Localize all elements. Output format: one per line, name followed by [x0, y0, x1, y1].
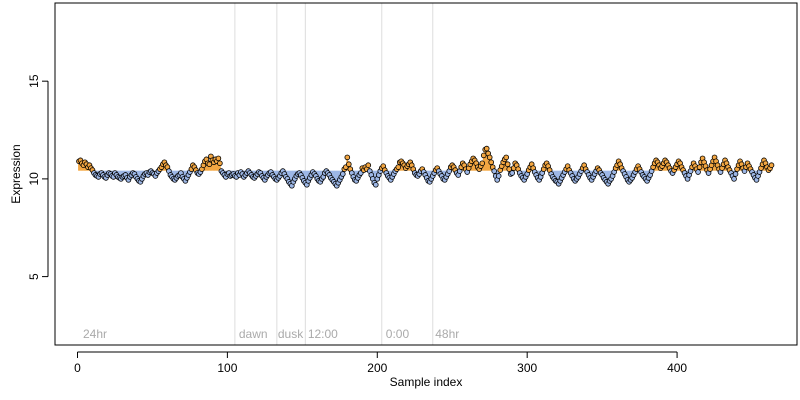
data-point-289 [509, 170, 515, 176]
deviation-bar-171 [334, 170, 337, 184]
x-tick-label-3: 300 [517, 361, 537, 375]
deviation-bar-94 [218, 163, 221, 171]
deviation-bar-353 [607, 170, 610, 184]
x-tick-label-2: 200 [367, 361, 387, 375]
deviation-bar-173 [337, 170, 340, 183]
data-point-87 [206, 161, 213, 168]
x-tick-label-0: 0 [74, 361, 81, 375]
deviation-bar-172 [335, 170, 338, 186]
deviation-bar-352 [605, 170, 608, 182]
deviation-bar-89 [211, 160, 214, 171]
deviation-bar-27 [118, 170, 121, 178]
deviation-bar-41 [139, 170, 142, 182]
annotation-label-2: dusk [278, 327, 304, 341]
deviation-bar-331 [574, 170, 577, 181]
deviation-bar-368 [629, 170, 632, 180]
data-point-275 [488, 159, 495, 166]
data-point-198 [372, 181, 379, 188]
data-point-413 [695, 169, 701, 175]
deviation-bar-141 [289, 170, 292, 184]
deviation-bar-151 [304, 170, 307, 183]
data-point-285 [503, 154, 509, 161]
y-tick-label-2: 15 [27, 74, 41, 88]
deviation-bar-351 [604, 170, 607, 180]
deviation-bar-0 [78, 161, 80, 171]
annotation-label-1: dawn [239, 327, 268, 341]
deviation-bar-271 [484, 149, 487, 171]
deviation-bar-143 [292, 170, 295, 182]
deviation-bar-160 [317, 170, 320, 181]
data-point-274 [486, 154, 493, 161]
data-point-269 [479, 160, 486, 167]
deviation-bar-234 [428, 170, 431, 182]
x-axis: 0 100 200 300 400 [74, 351, 687, 375]
deviation-bar-354 [608, 170, 611, 181]
deviation-bar-64 [174, 170, 176, 180]
data-point-94 [217, 160, 223, 167]
data-point-414 [696, 164, 703, 170]
annotation-label-4: 0:00 [386, 327, 410, 341]
deviation-bar-319 [556, 170, 559, 182]
deviation-bar-263 [472, 158, 475, 171]
data-point-270 [480, 152, 487, 159]
deviation-bar-152 [305, 170, 308, 185]
deviation-bar-92 [215, 161, 218, 171]
deviation-bar-273 [487, 153, 490, 171]
data-point-180 [346, 161, 352, 168]
data-point-193 [365, 162, 372, 169]
deviation-bar-140 [287, 170, 290, 182]
data-points [76, 145, 775, 189]
data-point-93 [215, 155, 222, 162]
deviation-bar-367 [628, 170, 631, 182]
deviation-bar-87 [208, 164, 211, 171]
data-point-438 [732, 171, 739, 177]
deviation-bar-90 [212, 162, 215, 171]
data-point-462 [768, 162, 775, 169]
x-axis-label: Sample index [390, 375, 463, 389]
deviation-bar-86 [206, 163, 209, 171]
y-axis-label: Expression [9, 144, 23, 203]
data-point-213 [395, 164, 402, 170]
deviation-bar-318 [554, 170, 557, 181]
deviation-bar-169 [331, 170, 334, 180]
deviation-bar-424 [713, 157, 716, 171]
y-tick-label-0: 5 [27, 273, 41, 280]
data-point-277 [491, 168, 498, 174]
data-point-280 [495, 173, 502, 179]
data-point-176 [340, 171, 346, 177]
deviation-bar-215 [400, 161, 403, 171]
annotation-label-0: 24hr [83, 327, 107, 341]
annotations: 24hr dawn dusk 12:00 0:00 48hr [83, 327, 459, 341]
data-point-272 [483, 145, 490, 152]
x-tick-label-4: 400 [667, 361, 687, 375]
deviation-bar-272 [485, 148, 488, 171]
deviation-bar-320 [557, 170, 560, 184]
y-tick-label-1: 10 [27, 172, 41, 186]
deviation-bar-161 [319, 170, 322, 182]
deviation-bar-40 [138, 170, 140, 181]
deviation-bar-91 [214, 159, 217, 171]
data-point-179 [344, 154, 351, 161]
deviation-bar-142 [290, 170, 293, 186]
deviation-bar-170 [332, 170, 335, 182]
deviation-bar-132 [275, 170, 278, 180]
x-tick-label-1: 100 [217, 361, 237, 375]
data-point-437 [731, 176, 737, 182]
deviation-bar-284 [503, 159, 506, 171]
annotation-label-3: 12:00 [308, 327, 338, 341]
plot-frame [54, 2, 798, 346]
annotation-label-5: 48hr [435, 327, 459, 341]
y-axis: 5 10 15 [27, 74, 49, 280]
data-point-286 [504, 161, 511, 168]
